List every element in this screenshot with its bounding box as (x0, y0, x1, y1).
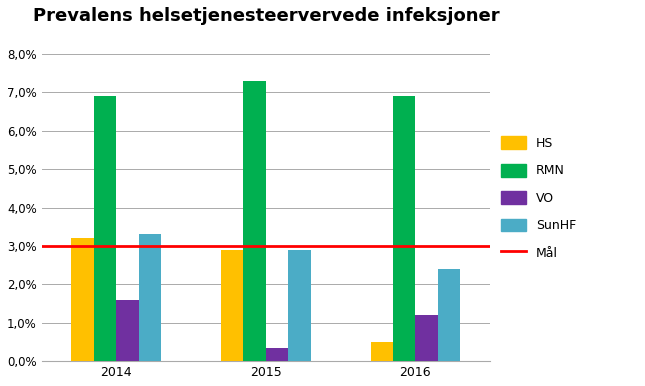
Bar (72, 238, 94, 361)
Bar (415, 315, 438, 361)
Title: Prevalens helsetjenesteervervede infeksjoner: Prevalens helsetjenesteervervede infeksj… (32, 7, 499, 25)
Bar (139, 234, 161, 361)
Bar (243, 81, 266, 361)
Bar (438, 269, 461, 361)
Legend: HS, RMN, VO, SunHF, Mål: HS, RMN, VO, SunHF, Mål (501, 137, 576, 259)
Bar (94, 96, 116, 361)
Bar (288, 250, 311, 361)
Bar (393, 96, 415, 361)
Mål (112, 244, 120, 248)
Bar (116, 300, 139, 361)
Bar (371, 342, 393, 361)
Bar (266, 348, 288, 361)
Mål (262, 244, 270, 248)
Bar (221, 250, 243, 361)
